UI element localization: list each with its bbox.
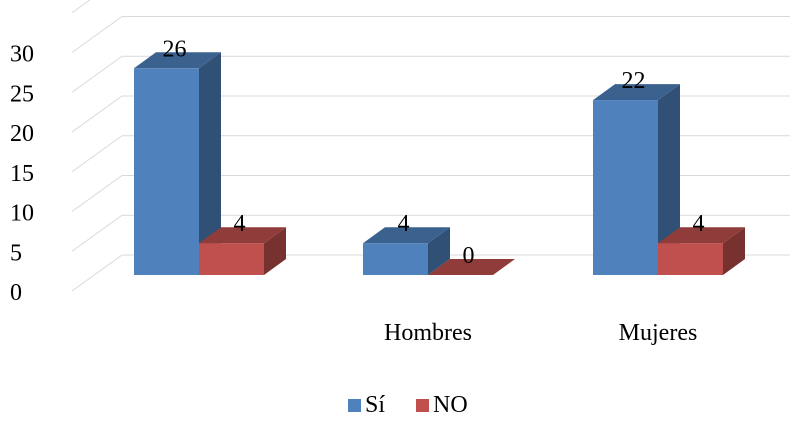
bar-front (363, 243, 428, 275)
gridline-side (71, 135, 123, 173)
bar-side (428, 227, 450, 275)
bar-top (658, 227, 745, 244)
gridline-side (71, 55, 123, 93)
y-tick-label: 30 (10, 42, 34, 68)
bar-no-2 (658, 227, 745, 275)
y-tick-label: 0 (10, 280, 22, 306)
legend-label: NO (433, 392, 468, 418)
bar-front (134, 68, 199, 275)
bar-no-1 (428, 259, 515, 275)
legend-swatch (416, 399, 429, 412)
bar-front (199, 243, 264, 275)
bar-side (199, 52, 221, 275)
gridline-side (71, 95, 123, 133)
bar-si-1 (363, 227, 450, 275)
y-axis: 0 5 10 15 20 25 30 (10, 42, 34, 307)
legend-item: NO (416, 392, 468, 418)
gridline-side (71, 175, 123, 212)
legend: Sí NO (348, 392, 468, 418)
bar-top (199, 227, 286, 244)
legend-label: Sí (365, 392, 385, 418)
bar-front (593, 100, 658, 275)
data-label: 22 (622, 68, 646, 94)
y-tick-label: 15 (10, 161, 34, 187)
data-label: 26 (163, 36, 187, 62)
y-tick-label: 20 (10, 121, 34, 147)
x-tick-label: Mujeres (619, 320, 698, 346)
data-label: 0 (463, 243, 475, 269)
bar-top (428, 259, 515, 275)
y-tick-label: 25 (10, 81, 34, 107)
x-tick-label: Hombres (384, 320, 472, 346)
y-tick-label: 5 (10, 240, 22, 266)
legend-swatch (348, 399, 361, 412)
bar-no-0 (199, 227, 286, 275)
bar-si-0 (134, 52, 221, 275)
data-label: 4 (693, 211, 705, 237)
bar-front (658, 243, 723, 275)
bar-side (264, 227, 286, 275)
y-tick-label: 10 (10, 201, 34, 227)
x-axis: Hombres Mujeres (384, 320, 697, 346)
gridline-side (71, 0, 91, 14)
gridline-side (71, 16, 123, 53)
bar-top (593, 84, 680, 101)
gridline-side (71, 254, 123, 292)
bar-top (363, 227, 450, 244)
bar-si-2 (593, 84, 680, 275)
data-label: 4 (234, 211, 246, 237)
gridline-side (71, 214, 123, 252)
legend-item: Sí (348, 392, 385, 418)
bar-side (658, 84, 680, 275)
bar-top (134, 52, 221, 69)
bars (134, 52, 745, 275)
bar-side (723, 227, 745, 275)
data-label: 4 (398, 211, 410, 237)
